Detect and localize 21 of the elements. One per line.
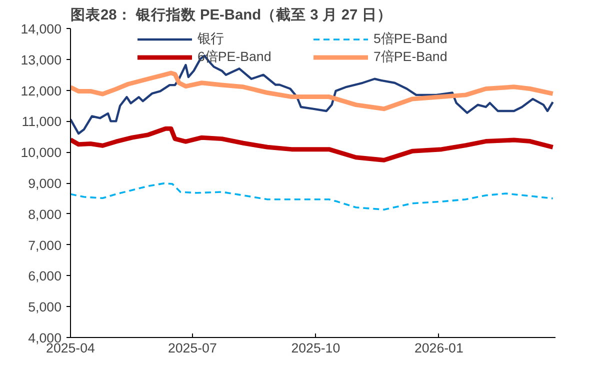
y-tick-label: 4,000 [28,330,62,346]
legend-label: 银行 [198,30,224,48]
y-tick-label: 7,000 [28,238,62,253]
legend-label: 7倍PE-Band [374,48,448,66]
line-series [70,70,556,112]
legend-label: 5倍PE-Band [374,30,448,48]
y-tick-label: 12,000 [20,83,62,98]
line-series [70,126,556,162]
line-series [70,182,554,210]
x-tick-label: 2025-07 [168,340,217,356]
y-tick-label: 6,000 [28,268,62,284]
x-tick-label: 2026-01 [414,340,464,356]
y-tick-label: 9,000 [28,176,62,191]
x-tick-label: 2025-10 [291,340,340,356]
y-tick-label: 8,000 [28,206,62,222]
y-tick-label: 11,000 [22,114,62,130]
y-tick-label: 5,000 [28,300,62,315]
y-tick-label: 10,000 [20,145,62,160]
y-tick-label: 14,000 [20,22,62,36]
y-tick-label: 13,000 [20,52,62,68]
chart-title: 图表28： 银行指数 PE-Band（截至 3 月 27 日） [70,6,392,24]
